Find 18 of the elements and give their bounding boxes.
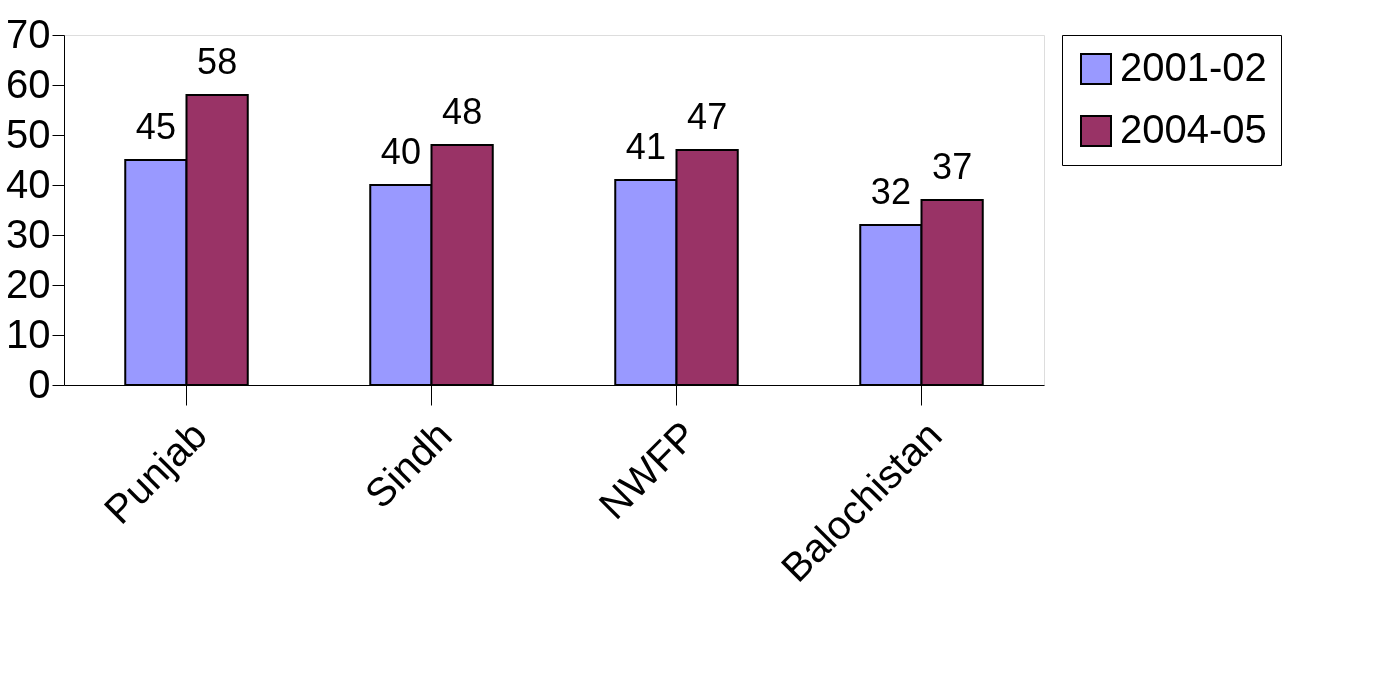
data-label: 32: [870, 171, 911, 212]
data-label: 58: [197, 41, 238, 82]
y-tick-label: 40: [6, 161, 51, 206]
y-tick-label: 20: [6, 261, 51, 306]
data-label: 37: [932, 146, 973, 187]
data-label: 41: [625, 126, 666, 167]
y-tick-label: 60: [6, 61, 51, 106]
data-label: 45: [135, 106, 176, 147]
data-label: 48: [442, 91, 483, 132]
data-label: 40: [380, 131, 421, 172]
y-tick-label: 30: [6, 211, 51, 256]
y-tick-label: 0: [28, 361, 51, 406]
y-tick-label: 70: [6, 11, 51, 56]
y-tick-label: 10: [6, 311, 51, 356]
data-label: 47: [687, 96, 728, 137]
legend-label: 2004-05: [1120, 107, 1267, 151]
legend-label: 2001-02: [1120, 45, 1267, 89]
y-tick-label: 50: [6, 111, 51, 156]
